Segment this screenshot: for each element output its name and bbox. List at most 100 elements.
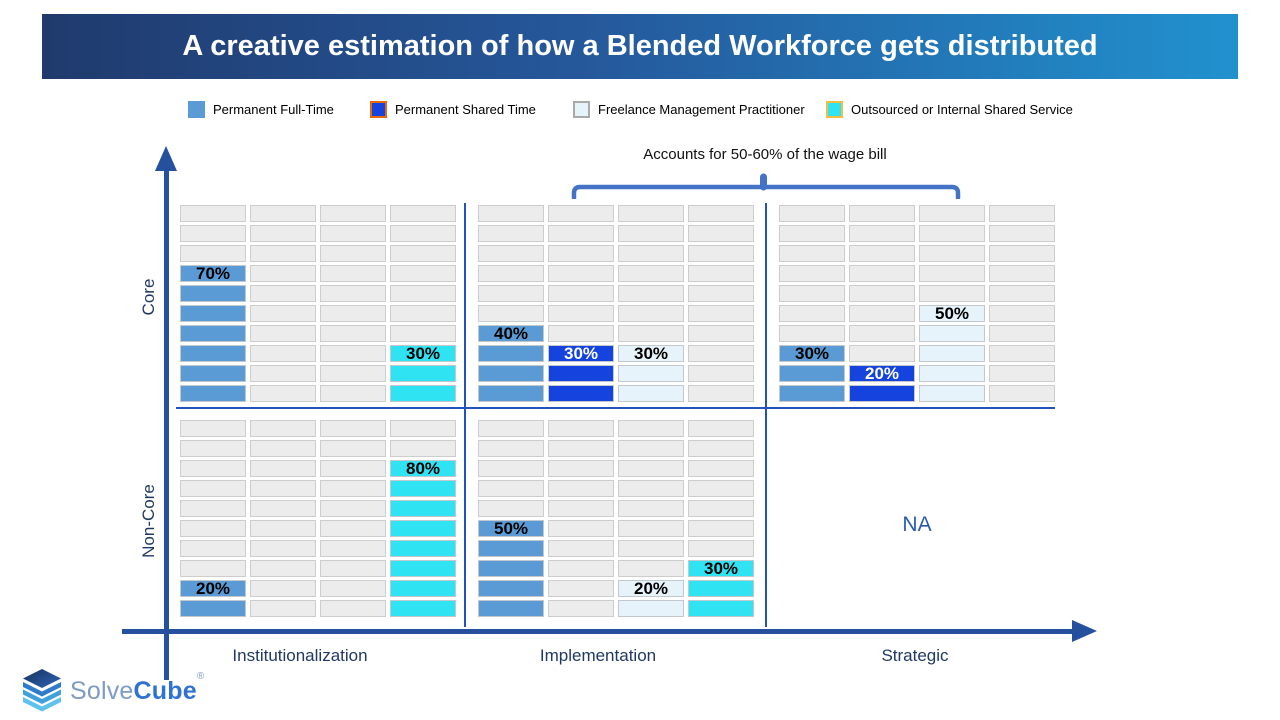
legend-swatch-permanent-full-time xyxy=(188,100,205,118)
grid-cell xyxy=(989,385,1055,402)
grid-cell xyxy=(989,265,1055,282)
grid-cell xyxy=(989,205,1055,222)
grid-cell xyxy=(688,205,754,222)
percent-label: 20% xyxy=(633,579,669,598)
workforce-block: 50% xyxy=(919,305,985,322)
grid-cell xyxy=(250,560,316,577)
grid-cell xyxy=(180,520,246,537)
grid-cell xyxy=(320,365,386,382)
workforce-block xyxy=(779,365,845,382)
grid-cell xyxy=(250,520,316,537)
grid-cell xyxy=(180,225,246,242)
grid-cell xyxy=(779,325,845,342)
x-label-implementation: Implementation xyxy=(539,646,657,665)
legend-swatch-permanent-shared-time xyxy=(370,100,387,118)
grid-cell xyxy=(688,385,754,402)
grid-cell xyxy=(250,420,316,437)
grid-cell xyxy=(989,285,1055,302)
x-axis-arrow-icon xyxy=(1072,620,1097,642)
logo-word-solve: Solve xyxy=(70,676,134,705)
grid-cell xyxy=(618,245,684,262)
grid-cell xyxy=(688,500,754,517)
grid-cell xyxy=(320,600,386,617)
grid-cell xyxy=(320,265,386,282)
percent-label: 30% xyxy=(405,344,441,363)
grid-cell xyxy=(180,420,246,437)
workforce-block xyxy=(390,540,456,557)
workforce-block xyxy=(919,365,985,382)
workforce-block xyxy=(688,580,754,597)
grid-cell xyxy=(478,420,544,437)
grid-cell xyxy=(320,385,386,402)
grid-cell xyxy=(320,305,386,322)
grid-cell xyxy=(849,345,915,362)
workforce-block xyxy=(180,305,246,322)
grid-cell xyxy=(688,265,754,282)
grid-cell xyxy=(250,580,316,597)
grid-cell xyxy=(320,285,386,302)
percent-label: 40% xyxy=(493,324,529,343)
grid-cell xyxy=(618,480,684,497)
grid-cell xyxy=(478,285,544,302)
grid-cell xyxy=(180,560,246,577)
grid-cell xyxy=(849,285,915,302)
percent-label: 30% xyxy=(703,559,739,578)
grid-cell xyxy=(320,460,386,477)
grid-cell xyxy=(548,420,614,437)
grid-cell xyxy=(320,345,386,362)
na-label: NA xyxy=(902,513,932,536)
percent-label: 80% xyxy=(405,459,441,478)
grid-cell xyxy=(478,305,544,322)
grid-cell xyxy=(478,205,544,222)
legend-swatch-freelance-practitioner xyxy=(573,100,590,118)
workforce-block xyxy=(180,385,246,402)
workforce-block xyxy=(390,560,456,577)
grid-cell xyxy=(688,285,754,302)
grid-cell xyxy=(390,420,456,437)
grid-cell xyxy=(548,325,614,342)
grid-cell xyxy=(688,245,754,262)
grid-cell xyxy=(989,365,1055,382)
grid-cell xyxy=(618,305,684,322)
workforce-block: 30% xyxy=(688,560,754,577)
grid-cell xyxy=(919,245,985,262)
grid-cell xyxy=(390,265,456,282)
grid-cell xyxy=(688,440,754,457)
grid-cell xyxy=(320,325,386,342)
workforce-block xyxy=(180,325,246,342)
core-noncore-divider xyxy=(176,407,1055,409)
grid-cell xyxy=(320,205,386,222)
grid-cell xyxy=(548,560,614,577)
grid-cell xyxy=(989,225,1055,242)
grid-cell xyxy=(688,365,754,382)
percent-label: 30% xyxy=(794,344,830,363)
grid-cell xyxy=(688,520,754,537)
grid-cell xyxy=(250,460,316,477)
grid-cell xyxy=(548,205,614,222)
grid-cell xyxy=(390,285,456,302)
legend-item-permanent-shared-time: Permanent Shared Time xyxy=(370,99,536,119)
grid-cell xyxy=(250,440,316,457)
grid-cell xyxy=(320,580,386,597)
registered-mark: ® xyxy=(196,670,205,682)
percent-label: 70% xyxy=(195,264,231,283)
grid-cell xyxy=(478,500,544,517)
workforce-block xyxy=(849,385,915,402)
workforce-block: 30% xyxy=(548,345,614,362)
workforce-block xyxy=(478,540,544,557)
grid-cell xyxy=(180,245,246,262)
grid-cell xyxy=(989,325,1055,342)
workforce-block: 50% xyxy=(478,520,544,537)
grid-cell xyxy=(250,225,316,242)
y-axis-arrow-icon xyxy=(155,146,177,171)
grid-cell xyxy=(478,225,544,242)
solvecube-logo: SolveCube® xyxy=(20,668,204,714)
percent-label: 20% xyxy=(864,364,900,383)
grid-cell xyxy=(989,245,1055,262)
grid-cell xyxy=(618,420,684,437)
workforce-block xyxy=(390,580,456,597)
grid-cell xyxy=(919,205,985,222)
grid-cell xyxy=(688,305,754,322)
grid-cell xyxy=(180,460,246,477)
